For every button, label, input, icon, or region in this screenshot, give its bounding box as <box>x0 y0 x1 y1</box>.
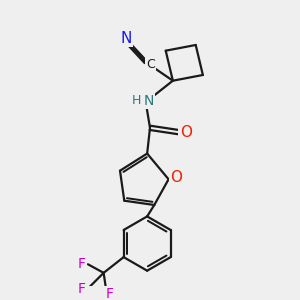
Text: O: O <box>180 124 192 140</box>
Text: N: N <box>120 31 131 46</box>
Text: C: C <box>146 58 155 71</box>
Text: F: F <box>106 287 114 300</box>
Text: O: O <box>171 170 183 185</box>
Text: H: H <box>132 94 141 107</box>
Text: F: F <box>78 282 86 296</box>
Text: N: N <box>144 94 154 108</box>
Text: F: F <box>78 257 86 271</box>
